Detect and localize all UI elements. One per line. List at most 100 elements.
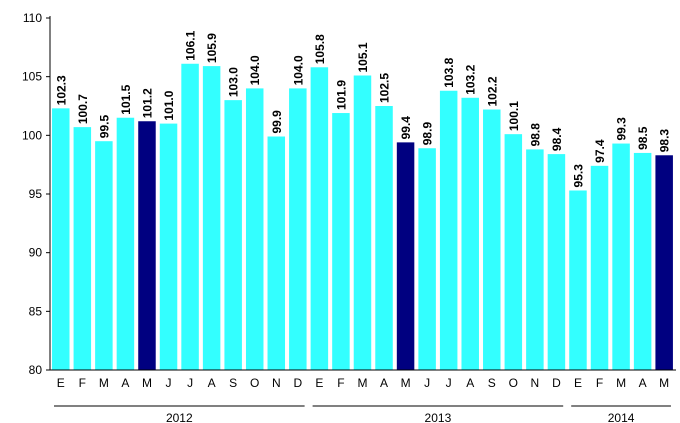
bar: [418, 148, 436, 370]
x-category-label: M: [616, 376, 626, 390]
bar: [612, 143, 630, 370]
bar: [461, 97, 479, 370]
data-label: 102.5: [378, 73, 392, 103]
data-label: 105.1: [356, 42, 370, 72]
x-category-label: M: [99, 376, 109, 390]
year-group-label: 2014: [608, 411, 635, 423]
bar-highlighted: [655, 155, 673, 370]
data-label: 98.5: [636, 126, 650, 150]
bar: [547, 154, 566, 370]
data-label: 104.0: [248, 55, 262, 85]
data-label: 99.5: [97, 115, 111, 139]
data-labels: 102.3 100.7 99.5 101.5 101.2 101.0 106.1 105.9 1…: [54, 30, 671, 187]
data-label: 101.0: [162, 90, 176, 120]
x-category-label: A: [466, 376, 474, 390]
bar: [332, 113, 350, 370]
bar: [245, 88, 264, 371]
y-tick-label: 85: [29, 304, 43, 318]
data-label: 105.9: [205, 33, 219, 63]
data-label: 98.9: [421, 122, 435, 146]
x-category-label: D: [552, 376, 561, 390]
data-label: 98.4: [550, 127, 564, 151]
data-label: 100.7: [76, 94, 90, 124]
x-category-label: F: [79, 376, 86, 390]
bar: [181, 63, 199, 370]
x-category-label: F: [596, 376, 603, 390]
data-label: 99.4: [399, 116, 413, 140]
x-category-label: M: [357, 376, 367, 390]
bar: [483, 109, 501, 371]
y-tick-label: 95: [29, 187, 43, 201]
x-category-label: M: [659, 376, 669, 390]
data-label: 98.8: [528, 123, 542, 147]
bar: [224, 100, 242, 370]
x-category-label: D: [293, 376, 302, 390]
year-group-label: 2012: [166, 411, 193, 423]
data-label: 102.3: [54, 75, 68, 105]
bar: [590, 165, 609, 370]
bar: [633, 152, 652, 370]
y-tick-label: 100: [22, 128, 42, 142]
bar: [202, 66, 221, 371]
x-category-label: A: [380, 376, 388, 390]
bar: [569, 190, 587, 370]
bar: [526, 149, 544, 370]
data-label: 102.2: [485, 76, 499, 106]
x-category-label: A: [639, 376, 647, 390]
x-category-label: O: [250, 376, 259, 390]
data-label: 101.9: [334, 80, 348, 110]
x-category-label: A: [121, 376, 129, 390]
year-groups: 2012 2013 2014: [54, 405, 671, 423]
y-tick-label: 80: [29, 363, 43, 377]
year-group-label: 2013: [425, 411, 452, 423]
x-category-label: J: [424, 376, 430, 390]
bar: [159, 123, 178, 370]
data-label: 103.2: [464, 64, 478, 94]
x-category-label: J: [166, 376, 172, 390]
data-label: 100.1: [507, 101, 521, 131]
y-tick-label: 110: [23, 11, 42, 25]
x-category-label: O: [509, 376, 518, 390]
x-category-label: S: [488, 376, 496, 390]
x-category-label: M: [142, 376, 152, 390]
bar: [52, 108, 70, 370]
data-label: 98.3: [658, 129, 672, 153]
x-category-label: M: [401, 376, 411, 390]
bar-highlighted: [396, 142, 415, 370]
y-tick-label: 90: [29, 246, 43, 260]
data-label: 106.1: [184, 30, 198, 60]
data-label: 105.8: [313, 34, 327, 64]
data-label: 103.0: [227, 67, 241, 97]
bar: [73, 127, 92, 371]
bar: [116, 117, 135, 370]
bar: [504, 134, 523, 370]
x-category-label: N: [272, 376, 281, 390]
bar: [310, 67, 329, 370]
bar: [353, 75, 372, 370]
x-category-label: J: [446, 376, 452, 390]
data-label: 101.2: [140, 88, 154, 118]
data-label: 101.5: [119, 84, 133, 114]
data-label: 103.8: [442, 57, 456, 87]
data-label: 99.3: [615, 117, 629, 141]
x-category-label: F: [337, 376, 344, 390]
x-category-label: S: [229, 376, 237, 390]
bar: [439, 90, 458, 370]
x-category-label: J: [187, 376, 193, 390]
bar: [95, 141, 113, 370]
bar: [267, 136, 286, 370]
data-label: 104.0: [291, 55, 305, 85]
data-label: 97.4: [593, 139, 607, 163]
data-label: 95.3: [571, 164, 585, 188]
bar-highlighted: [138, 121, 156, 371]
bars: [52, 63, 673, 371]
y-axis: 80 85 90 95 100 105 110: [22, 11, 51, 377]
bar: [375, 106, 393, 370]
y-tick-label: 105: [22, 70, 42, 84]
bar: [289, 88, 307, 371]
x-category-label: E: [574, 376, 582, 390]
x-category-label: A: [208, 376, 216, 390]
x-category-label: E: [57, 376, 65, 390]
